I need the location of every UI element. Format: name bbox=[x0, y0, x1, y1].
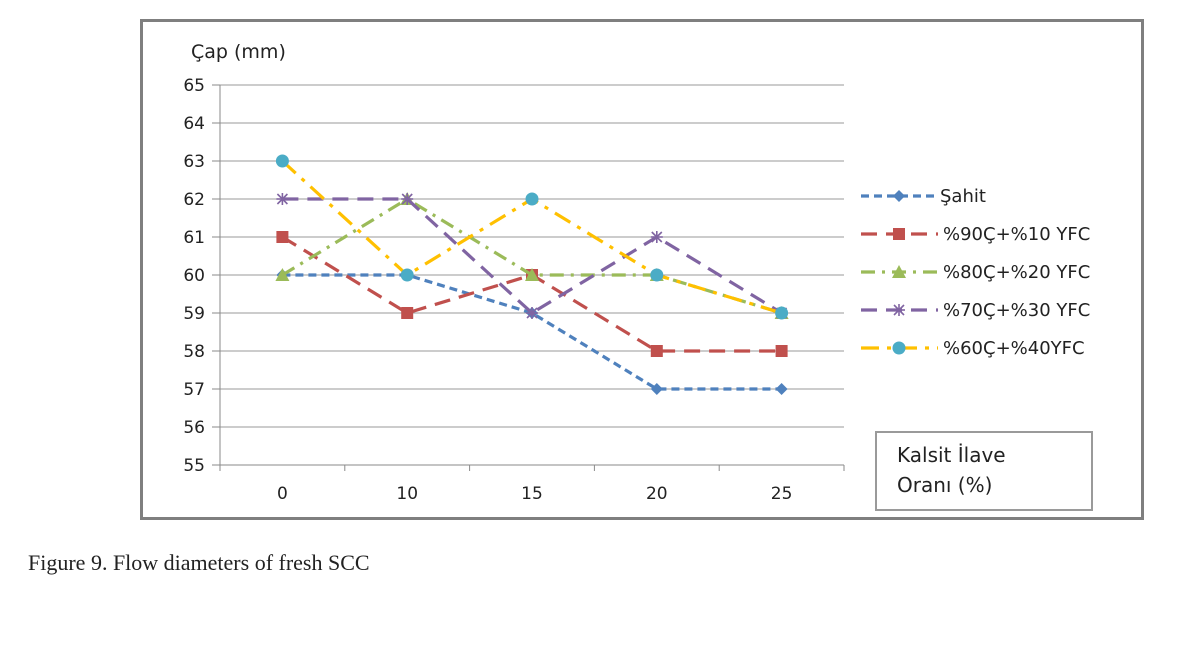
triangle-marker bbox=[525, 268, 539, 281]
legend-label: %70Ç+%30 YFC bbox=[943, 300, 1090, 321]
circle-marker bbox=[400, 268, 414, 282]
x-tick-label: 15 bbox=[521, 484, 543, 504]
line-chart: 55 56 57 58 59 60 61 62 63 64 65 0 10 15 20 25 Şahit %90… bbox=[183, 41, 1093, 511]
diamond-marker bbox=[775, 383, 788, 395]
y-tick-label: 64 bbox=[183, 114, 205, 134]
annotation-border bbox=[875, 431, 1093, 511]
y-tick-label: 57 bbox=[183, 380, 205, 400]
legend-label: %90Ç+%10 YFC bbox=[943, 224, 1090, 245]
diamond-marker bbox=[650, 383, 663, 395]
annotation-line-1: Kalsit İlave bbox=[897, 443, 1006, 467]
figure-caption: Figure 9. Flow diameters of fresh SCC bbox=[28, 550, 370, 575]
star-marker bbox=[650, 231, 663, 243]
diamond-marker bbox=[893, 190, 905, 202]
series-0 bbox=[276, 269, 788, 395]
triangle-marker bbox=[275, 268, 290, 281]
legend-item: %80Ç+%20 YFC bbox=[861, 262, 1090, 283]
series-1 bbox=[276, 231, 788, 357]
x-tick-label: 10 bbox=[396, 484, 418, 504]
legend-item: %60Ç+%40YFC bbox=[861, 338, 1085, 359]
y-axis-title: Çap (mm) bbox=[191, 41, 286, 63]
y-tick-label: 60 bbox=[183, 266, 205, 286]
y-tick-label: 61 bbox=[183, 228, 205, 248]
circle-marker bbox=[775, 306, 789, 320]
triangle-marker bbox=[892, 265, 906, 278]
square-marker bbox=[401, 307, 414, 319]
series-3 bbox=[276, 193, 788, 319]
y-tick-label: 56 bbox=[183, 418, 205, 438]
series-line bbox=[282, 197, 783, 315]
star-marker bbox=[276, 193, 289, 205]
y-tick-label: 63 bbox=[183, 152, 205, 172]
series-line bbox=[282, 273, 782, 391]
legend-item: %90Ç+%10 YFC bbox=[861, 224, 1090, 245]
star-marker bbox=[401, 193, 414, 205]
x-tick-label: 25 bbox=[771, 484, 793, 504]
y-tick-label: 58 bbox=[183, 342, 205, 362]
axes: 55 56 57 58 59 60 61 62 63 64 65 0 10 15 20 25 bbox=[183, 76, 845, 504]
annotation-box: Kalsit İlave Oranı (%) bbox=[875, 431, 1093, 511]
legend-label: Şahit bbox=[940, 186, 986, 207]
x-tick-label: 20 bbox=[646, 484, 668, 504]
legend-item: Şahit bbox=[861, 186, 986, 207]
legend: Şahit %90Ç+%10 YFC %80Ç+%20 YFC %70Ç+%30 YF… bbox=[861, 186, 1090, 359]
square-marker bbox=[893, 228, 905, 240]
legend-label: %80Ç+%20 YFC bbox=[943, 262, 1090, 283]
series-4 bbox=[275, 154, 789, 320]
chart-frame: 55 56 57 58 59 60 61 62 63 64 65 0 10 15 20 25 Şahit %90… bbox=[140, 19, 1144, 520]
series-2 bbox=[275, 192, 789, 319]
square-marker bbox=[276, 231, 289, 243]
series-lines bbox=[275, 154, 789, 395]
circle-marker bbox=[892, 341, 906, 355]
legend-label: %60Ç+%40YFC bbox=[943, 338, 1085, 359]
circle-marker bbox=[525, 192, 539, 206]
y-tick-label: 55 bbox=[183, 456, 205, 476]
series-line bbox=[281, 197, 783, 315]
annotation-line-2: Oranı (%) bbox=[897, 473, 992, 497]
series-line bbox=[281, 235, 782, 353]
x-tick-label: 0 bbox=[277, 484, 288, 504]
circle-marker bbox=[275, 154, 289, 168]
legend-item: %70Ç+%30 YFC bbox=[861, 300, 1090, 321]
y-tick-label: 62 bbox=[183, 190, 205, 210]
y-tick-label: 65 bbox=[183, 76, 205, 96]
star-marker bbox=[526, 307, 538, 319]
square-marker bbox=[775, 345, 788, 357]
star-marker bbox=[893, 304, 905, 316]
square-marker bbox=[650, 345, 663, 357]
circle-marker bbox=[650, 268, 664, 282]
y-tick-label: 59 bbox=[183, 304, 205, 324]
